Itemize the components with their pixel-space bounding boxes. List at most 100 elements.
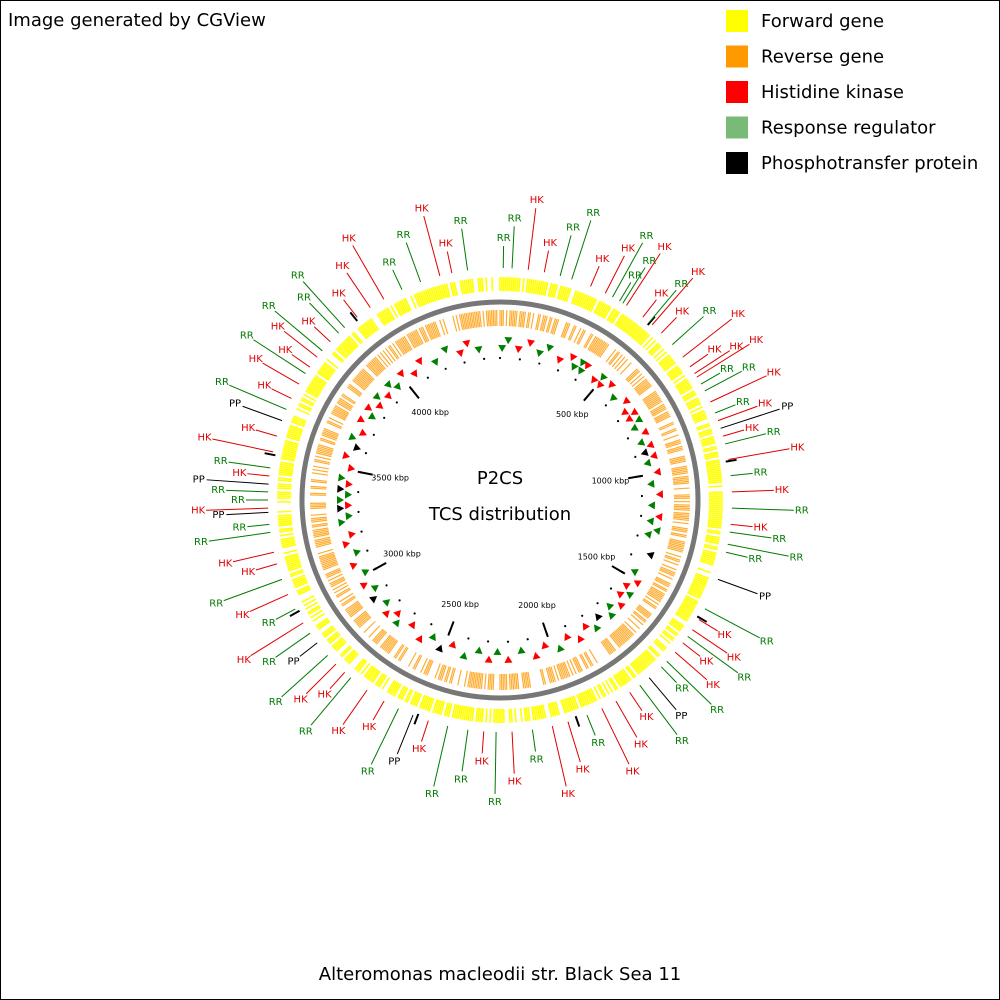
feature-leader [392,269,403,290]
reverse-gene [624,620,637,633]
forward-gene [397,685,405,699]
forward-gene [413,293,421,308]
scale-dot [636,534,639,537]
scale-dot [581,614,584,617]
feature-leader [604,255,625,294]
reverse-gene [671,468,688,473]
forward-gene [298,402,313,411]
forward-gene [284,554,299,561]
reverse-gene [631,375,645,388]
forward-gene [632,660,643,673]
reverse-gene [317,548,334,555]
feature-leader [674,651,708,681]
forward-gene [459,280,464,295]
feature-label: RR [262,301,276,312]
feature-leader [511,226,515,269]
forward-gene [678,383,691,392]
reverse-gene [536,314,542,331]
reverse-gene [655,576,671,585]
forward-gene [534,280,539,295]
forward-gene [287,562,301,568]
reverse-gene [490,673,493,690]
feature-marker [649,451,658,459]
reverse-gene [402,336,412,351]
reverse-gene [644,393,658,404]
feature-leader [247,473,270,477]
feature-marker [364,403,373,411]
forward-gene [400,687,409,701]
reverse-gene [355,375,369,388]
feature-marker [356,415,365,423]
reverse-gene [448,667,455,684]
forward-gene [320,366,333,377]
reverse-gene [505,310,508,327]
forward-gene [343,649,355,661]
feature-leader [615,700,638,738]
feature-leader [731,507,794,511]
forward-gene [670,371,684,381]
feature-marker [392,619,400,628]
feature-leader [648,289,677,323]
reverse-gene [472,672,476,689]
reverse-gene [322,562,338,569]
feature-leader [310,677,352,726]
forward-gene [677,381,690,391]
reverse-gene [339,592,354,603]
reverse-gene [663,434,679,441]
forward-gene [286,560,301,566]
forward-gene [398,300,407,314]
feature-label: RR [748,554,762,565]
feature-label: HK [257,380,272,391]
forward-gene [549,283,555,298]
reverse-gene [551,318,558,335]
feature-leader [642,299,657,318]
reverse-gene [672,475,689,479]
feature-label: HK [191,506,206,517]
scale-dot [483,357,486,360]
reverse-gene [418,327,427,343]
feature-label: HK [301,316,316,327]
forward-gene [277,516,292,519]
feature-leader [543,250,549,273]
forward-gene [316,619,330,629]
forward-gene [679,384,692,394]
feature-marker [514,345,523,354]
reverse-gene [467,671,472,688]
reverse-gene [339,397,354,408]
forward-gene [616,314,626,328]
feature-marker [375,401,384,409]
forward-gene [366,667,377,680]
forward-gene [632,327,643,340]
reverse-gene [382,350,394,364]
feature-leader [352,245,385,300]
forward-gene [281,453,296,458]
feature-label: RR [194,537,208,548]
forward-gene [598,303,607,317]
feature-marker [527,339,536,347]
reverse-gene [510,310,513,327]
feature-marker [348,432,357,441]
forward-gene [297,588,312,596]
reverse-gene [470,671,475,688]
forward-gene [707,471,722,475]
feature-leader [730,523,753,528]
forward-gene [650,345,662,357]
feature-marker [621,407,630,416]
reverse-gene [407,652,417,667]
forward-gene [584,296,593,310]
scale-dot [538,362,541,365]
reverse-gene [633,378,647,390]
forward-gene [506,277,509,292]
scale-dot [634,455,637,458]
forward-gene [508,277,511,292]
forward-gene [679,606,692,616]
feature-leader [226,489,269,493]
forward-gene [588,688,596,703]
feature-leader [271,388,292,399]
forward-gene [691,411,706,419]
forward-gene [312,612,325,622]
forward-gene [705,536,720,541]
reverse-gene [341,394,356,405]
forward-gene [642,336,654,349]
feature-leader [421,720,429,742]
